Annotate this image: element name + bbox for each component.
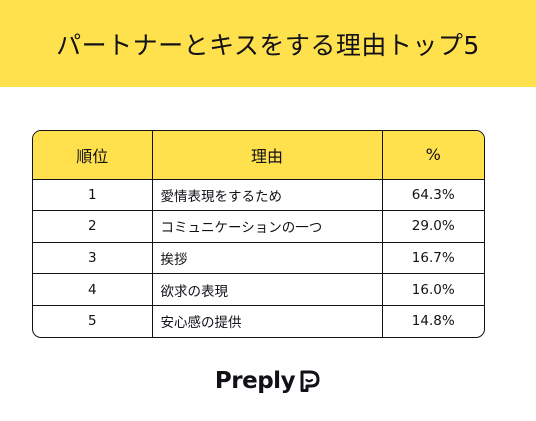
percent-cell: 16.7% bbox=[381, 241, 484, 274]
rank-cell: 4 bbox=[33, 273, 152, 306]
table-row: 5 安心感の提供 14.8% bbox=[33, 304, 484, 337]
reason-cell: 欲求の表現 bbox=[151, 273, 382, 306]
rank-cell: 2 bbox=[33, 210, 152, 243]
page-title: パートナーとキスをする理由トップ5 bbox=[56, 30, 480, 60]
reason-cell: コミュニケーションの一つ bbox=[151, 210, 382, 243]
table-row: 2 コミュニケーションの一つ 29.0% bbox=[33, 210, 484, 243]
preply-logo-icon bbox=[300, 370, 320, 392]
header-reason: 理由 bbox=[151, 131, 382, 180]
reason-cell: 愛情表現をするため bbox=[151, 179, 382, 211]
brand-name: Preply bbox=[214, 368, 296, 394]
table-body: 1 愛情表現をするため 64.3% 2 コミュニケーションの一つ 29.0% 3… bbox=[33, 179, 484, 337]
reason-cell: 挨拶 bbox=[151, 241, 382, 274]
reason-cell: 安心感の提供 bbox=[151, 304, 382, 337]
ranking-table-grid: 順位 理由 % 1 愛情表現をするため 64.3% 2 コミュニケーションの一つ… bbox=[33, 131, 484, 337]
rank-cell: 3 bbox=[33, 241, 152, 274]
table-row: 1 愛情表現をするため 64.3% bbox=[33, 179, 484, 211]
rank-cell: 1 bbox=[87, 186, 97, 203]
percent-cell: 14.8% bbox=[381, 304, 484, 337]
header-percent: % bbox=[381, 131, 484, 180]
percent-cell: 64.3% bbox=[381, 179, 484, 211]
table-row: 4 欲求の表現 16.0% bbox=[33, 273, 484, 306]
table-row: 3 挨拶 16.7% bbox=[33, 241, 484, 274]
header-row: 順位 理由 % bbox=[33, 131, 484, 180]
ranking-table: 順位 理由 % 1 愛情表現をするため 64.3% 2 コミュニケーションの一つ… bbox=[32, 130, 485, 338]
rank-cell: 5 bbox=[33, 304, 152, 337]
percent-cell: 16.0% bbox=[381, 273, 484, 306]
table-header: 順位 理由 % bbox=[33, 131, 484, 180]
title-banner: パートナーとキスをする理由トップ5 bbox=[0, 0, 536, 87]
brand-logo: Preply bbox=[0, 366, 536, 396]
header-rank: 順位 bbox=[33, 131, 152, 180]
percent-cell: 29.0% bbox=[381, 210, 484, 243]
